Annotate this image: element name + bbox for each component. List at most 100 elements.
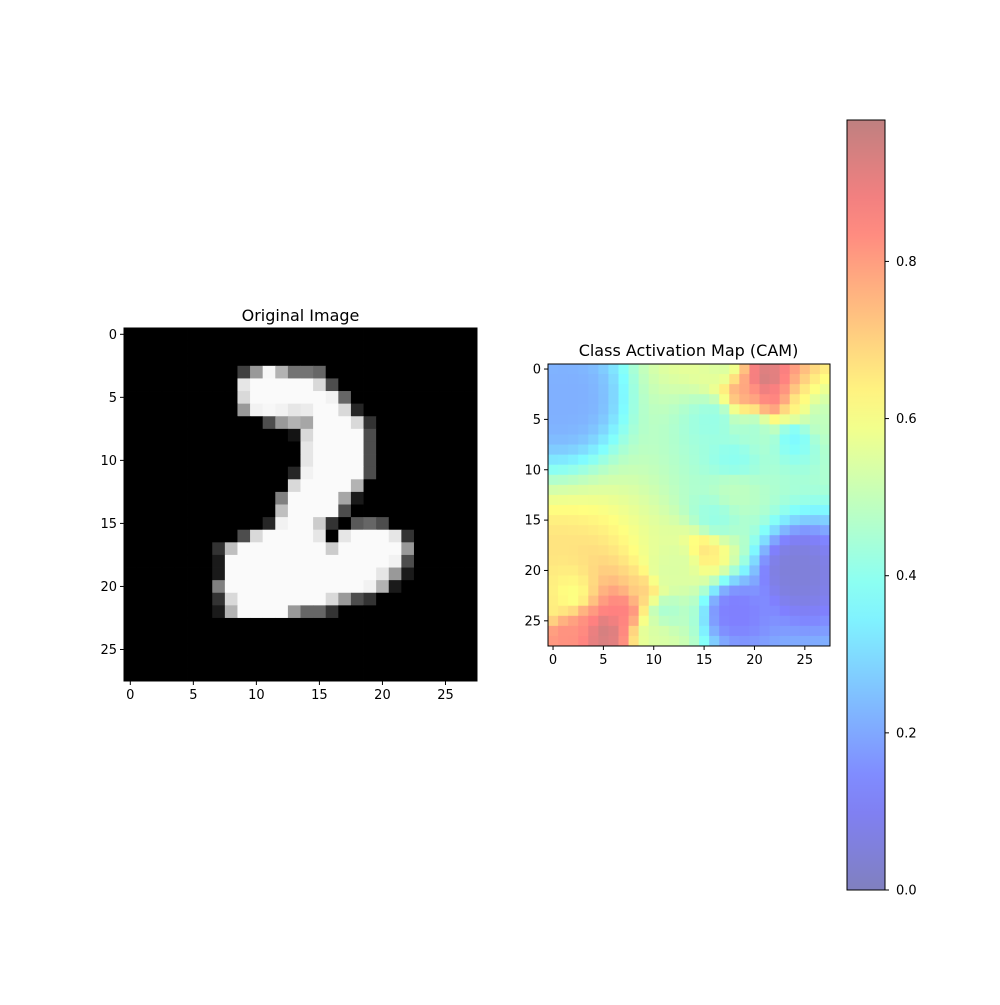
cam-pixel bbox=[628, 484, 640, 496]
original-pixel bbox=[350, 403, 364, 417]
cam-pixel bbox=[638, 484, 650, 496]
cam-pixel bbox=[588, 525, 599, 536]
original-pixel bbox=[149, 643, 163, 657]
original-pixel bbox=[401, 479, 415, 493]
original-pixel bbox=[451, 580, 465, 594]
original-pixel bbox=[300, 403, 314, 417]
cam-pixel bbox=[759, 585, 770, 597]
original-pixel bbox=[313, 617, 327, 631]
cam-pixel bbox=[678, 394, 690, 405]
original-pixel bbox=[376, 328, 390, 342]
cam-pixel bbox=[598, 374, 609, 385]
original-pixel bbox=[451, 517, 465, 531]
original-pixel bbox=[338, 668, 352, 682]
cam-pixel bbox=[638, 555, 650, 566]
original-pixel bbox=[287, 491, 301, 505]
original-pixel bbox=[187, 378, 201, 392]
cam-pixel bbox=[568, 364, 579, 375]
original-pixel bbox=[149, 605, 163, 619]
cam-pixel bbox=[789, 364, 801, 375]
original-pixel bbox=[174, 491, 188, 505]
cam-pixel bbox=[668, 494, 680, 506]
cam-title: Class Activation Map (CAM) bbox=[579, 341, 799, 360]
cam-pixel bbox=[568, 394, 579, 405]
original-pixel bbox=[224, 580, 238, 594]
original-pixel bbox=[136, 441, 150, 455]
cam-pixel bbox=[608, 394, 619, 405]
cam-pixel bbox=[819, 484, 831, 496]
cam-pixel bbox=[598, 595, 609, 607]
cam-pixel bbox=[668, 444, 680, 456]
cam-pixel bbox=[739, 424, 750, 435]
original-pixel bbox=[237, 605, 251, 619]
cam-pixel bbox=[769, 635, 781, 647]
original-pixel bbox=[187, 479, 201, 493]
original-pixel bbox=[136, 617, 150, 631]
cam-pixel bbox=[719, 565, 730, 576]
cam-pixel bbox=[729, 625, 740, 637]
original-pixel bbox=[262, 554, 276, 568]
original-pixel bbox=[376, 643, 390, 657]
cam-pixel bbox=[618, 625, 629, 637]
cam-pixel bbox=[739, 535, 750, 546]
original-pixel bbox=[237, 391, 251, 405]
original-pixel bbox=[464, 668, 478, 682]
original-pixel bbox=[237, 441, 251, 455]
cam-pixel bbox=[799, 474, 811, 486]
original-pixel bbox=[262, 517, 276, 531]
cam-pixel bbox=[719, 635, 730, 647]
original-pixel bbox=[313, 504, 327, 518]
cam-pixel bbox=[548, 575, 559, 586]
cam-pixel bbox=[628, 585, 640, 597]
original-y-tick-label: 10 bbox=[100, 454, 117, 469]
original-pixel bbox=[161, 529, 175, 543]
original-pixel bbox=[124, 466, 138, 480]
original-pixel bbox=[161, 403, 175, 417]
cam-pixel bbox=[699, 615, 710, 627]
cam-pixel bbox=[648, 605, 660, 617]
original-pixel bbox=[199, 580, 213, 594]
cam-pixel bbox=[719, 394, 730, 405]
cam-pixel bbox=[799, 525, 811, 536]
cam-pixel bbox=[548, 585, 559, 597]
cam-pixel bbox=[658, 555, 670, 566]
original-pixel bbox=[350, 416, 364, 430]
cam-pixel bbox=[608, 434, 619, 445]
original-pixel bbox=[212, 592, 226, 606]
original-pixel bbox=[187, 441, 201, 455]
cam-pixel bbox=[809, 535, 821, 546]
cam-pixel bbox=[558, 464, 569, 476]
original-pixel bbox=[338, 643, 352, 657]
original-pixel bbox=[413, 428, 427, 442]
original-pixel bbox=[300, 491, 314, 505]
cam-pixel bbox=[618, 575, 629, 586]
original-pixel bbox=[224, 391, 238, 405]
cam-pixel bbox=[568, 525, 579, 536]
original-pixel bbox=[439, 391, 453, 405]
cam-pixel bbox=[689, 515, 700, 526]
original-pixel bbox=[426, 504, 440, 518]
original-pixel bbox=[187, 580, 201, 594]
cam-pixel bbox=[598, 474, 609, 486]
cam-pixel bbox=[799, 515, 811, 526]
original-pixel bbox=[426, 580, 440, 594]
original-pixel bbox=[136, 554, 150, 568]
cam-pixel bbox=[658, 595, 670, 607]
original-pixel bbox=[124, 454, 138, 468]
cam-pixel bbox=[749, 424, 760, 435]
cam-pixel bbox=[558, 364, 569, 375]
cam-pixel bbox=[749, 585, 760, 597]
cam-pixel bbox=[699, 505, 710, 516]
cam-pixel bbox=[719, 424, 730, 435]
original-pixel bbox=[426, 567, 440, 581]
original-pixel bbox=[187, 428, 201, 442]
original-pixel bbox=[237, 504, 251, 518]
original-pixel bbox=[161, 617, 175, 631]
cam-pixel bbox=[799, 454, 811, 466]
cam-pixel bbox=[719, 525, 730, 536]
cam-pixel bbox=[719, 555, 730, 566]
original-pixel bbox=[250, 428, 264, 442]
original-pixel bbox=[237, 655, 251, 669]
original-pixel bbox=[413, 403, 427, 417]
cam-pixel bbox=[638, 364, 650, 375]
